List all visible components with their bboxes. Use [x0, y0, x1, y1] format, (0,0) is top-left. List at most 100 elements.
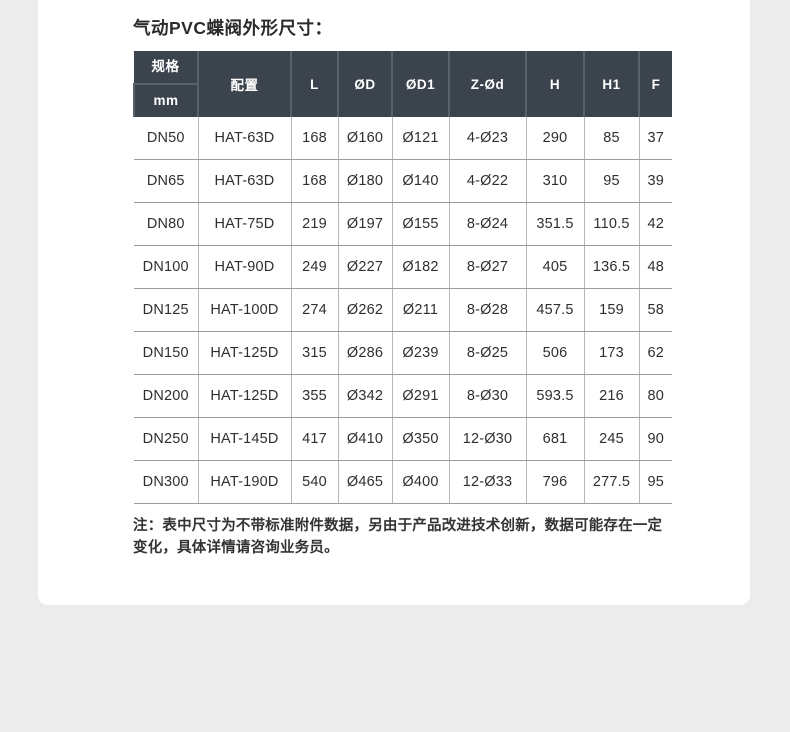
table-header-row-bottom: mm	[133, 84, 672, 117]
cell-od1: Ø291	[391, 374, 449, 418]
cell-h1: 136.5	[583, 245, 639, 289]
cell-config: HAT-145D	[197, 417, 291, 461]
table-note: 注：表中尺寸为不带标准附件数据，另由于产品改进技术创新，数据可能存在一定变化，具…	[133, 518, 663, 557]
cell-h: 457.5	[525, 288, 584, 332]
cell-h1: 95	[583, 159, 639, 203]
cell-z-od: 8-Ø27	[448, 245, 526, 289]
cell-od1: Ø350	[391, 417, 449, 461]
table-row: DN150 HAT-125D 315 Ø286 Ø239 8-Ø25 506 173 62	[134, 331, 672, 375]
cell-z-od: 8-Ø28	[448, 288, 526, 332]
cell-spec: DN100	[134, 245, 198, 289]
cell-l: 249	[290, 245, 338, 289]
cell-od1: Ø155	[391, 202, 449, 246]
cell-f: 62	[638, 331, 672, 375]
cell-spec: DN200	[134, 374, 198, 418]
content-card: 气动PVC蝶阀外形尺寸： 规格 配置	[38, 0, 750, 605]
cell-config: HAT-63D	[197, 117, 291, 160]
cell-config: HAT-100D	[197, 288, 291, 332]
cell-od: Ø465	[337, 460, 392, 504]
cell-h: 405	[525, 245, 584, 289]
table-row: DN300 HAT-190D 540 Ø465 Ø400 12-Ø33 796 277.5 95	[134, 460, 672, 504]
cell-config: HAT-125D	[197, 331, 291, 375]
cell-h1: 245	[583, 417, 639, 461]
column-header-z-od: Z-Ød	[448, 51, 526, 117]
column-header-h: H	[525, 51, 584, 117]
cell-l: 168	[290, 117, 338, 160]
cell-od1: Ø140	[391, 159, 449, 203]
cell-spec: DN65	[134, 159, 198, 203]
column-header-l: L	[290, 51, 338, 117]
cell-od: Ø286	[337, 331, 392, 375]
cell-l: 315	[290, 331, 338, 375]
cell-config: HAT-190D	[197, 460, 291, 504]
cell-f: 90	[638, 417, 672, 461]
cell-h1: 85	[583, 117, 639, 160]
cell-l: 540	[290, 460, 338, 504]
cell-config: HAT-90D	[197, 245, 291, 289]
cell-od: Ø180	[337, 159, 392, 203]
cell-l: 417	[290, 417, 338, 461]
table-row: DN80 HAT-75D 219 Ø197 Ø155 8-Ø24 351.5 110.5 42	[134, 202, 672, 246]
table-row: DN50 HAT-63D 168 Ø160 Ø121 4-Ø23 290 85 37	[134, 117, 672, 160]
cell-f: 80	[638, 374, 672, 418]
cell-z-od: 12-Ø30	[448, 417, 526, 461]
cell-h: 506	[525, 331, 584, 375]
cell-od: Ø227	[337, 245, 392, 289]
table-row: DN65 HAT-63D 168 Ø180 Ø140 4-Ø22 310 95 39	[134, 159, 672, 203]
column-header-od1: ØD1	[391, 51, 449, 117]
cell-od1: Ø121	[391, 117, 449, 160]
cell-f: 37	[638, 117, 672, 160]
column-header-f: F	[638, 51, 672, 117]
column-header-h1: H1	[583, 51, 639, 117]
cell-z-od: 8-Ø30	[448, 374, 526, 418]
card-inner: 气动PVC蝶阀外形尺寸： 规格 配置	[133, 18, 673, 560]
cell-h1: 159	[583, 288, 639, 332]
cell-h: 681	[525, 417, 584, 461]
cell-od: Ø410	[337, 417, 392, 461]
table-row: DN250 HAT-145D 417 Ø410 Ø350 12-Ø30 681 245 90	[134, 417, 672, 461]
cell-od1: Ø239	[391, 331, 449, 375]
cell-f: 95	[638, 460, 672, 504]
table-row: DN200 HAT-125D 355 Ø342 Ø291 8-Ø30 593.5 216 80	[134, 374, 672, 418]
page-title: 气动PVC蝶阀外形尺寸：	[133, 18, 333, 38]
cell-h: 593.5	[525, 374, 584, 418]
cell-od: Ø160	[337, 117, 392, 160]
cell-l: 219	[290, 202, 338, 246]
cell-h: 796	[525, 460, 584, 504]
cell-h: 290	[525, 117, 584, 160]
column-header-od: ØD	[337, 51, 392, 117]
cell-od1: Ø211	[391, 288, 449, 332]
cell-od: Ø342	[337, 374, 392, 418]
cell-z-od: 8-Ø25	[448, 331, 526, 375]
cell-f: 42	[638, 202, 672, 246]
column-header-spec-unit: mm	[133, 84, 198, 117]
cell-f: 39	[638, 159, 672, 203]
cell-l: 168	[290, 159, 338, 203]
dimensions-table: 规格 配置 L ØD ØD1 Z-Ød H H1 F mm DN50 HAT-63…	[133, 51, 672, 504]
cell-h1: 110.5	[583, 202, 639, 246]
cell-l: 274	[290, 288, 338, 332]
cell-od: Ø262	[337, 288, 392, 332]
cell-z-od: 12-Ø33	[448, 460, 526, 504]
cell-config: HAT-125D	[197, 374, 291, 418]
cell-h1: 277.5	[583, 460, 639, 504]
cell-h1: 173	[583, 331, 639, 375]
cell-z-od: 4-Ø23	[448, 117, 526, 160]
column-header-spec-top: 规格	[134, 51, 198, 85]
cell-h1: 216	[583, 374, 639, 418]
table-body: DN50 HAT-63D 168 Ø160 Ø121 4-Ø23 290 85 37 DN65 HA…	[134, 117, 672, 504]
cell-f: 48	[638, 245, 672, 289]
cell-spec: DN300	[134, 460, 198, 504]
cell-config: HAT-63D	[197, 159, 291, 203]
cell-spec: DN250	[134, 417, 198, 461]
cell-od1: Ø182	[391, 245, 449, 289]
cell-spec: DN125	[134, 288, 198, 332]
cell-h: 351.5	[525, 202, 584, 246]
column-header-config: 配置	[197, 51, 291, 117]
table-header: 规格 配置 L ØD ØD1 Z-Ød H H1 F mm	[133, 51, 672, 117]
cell-f: 58	[638, 288, 672, 332]
cell-spec: DN80	[134, 202, 198, 246]
table-header-row-top: 规格 配置 L ØD ØD1 Z-Ød H H1 F	[134, 51, 672, 117]
cell-config: HAT-75D	[197, 202, 291, 246]
